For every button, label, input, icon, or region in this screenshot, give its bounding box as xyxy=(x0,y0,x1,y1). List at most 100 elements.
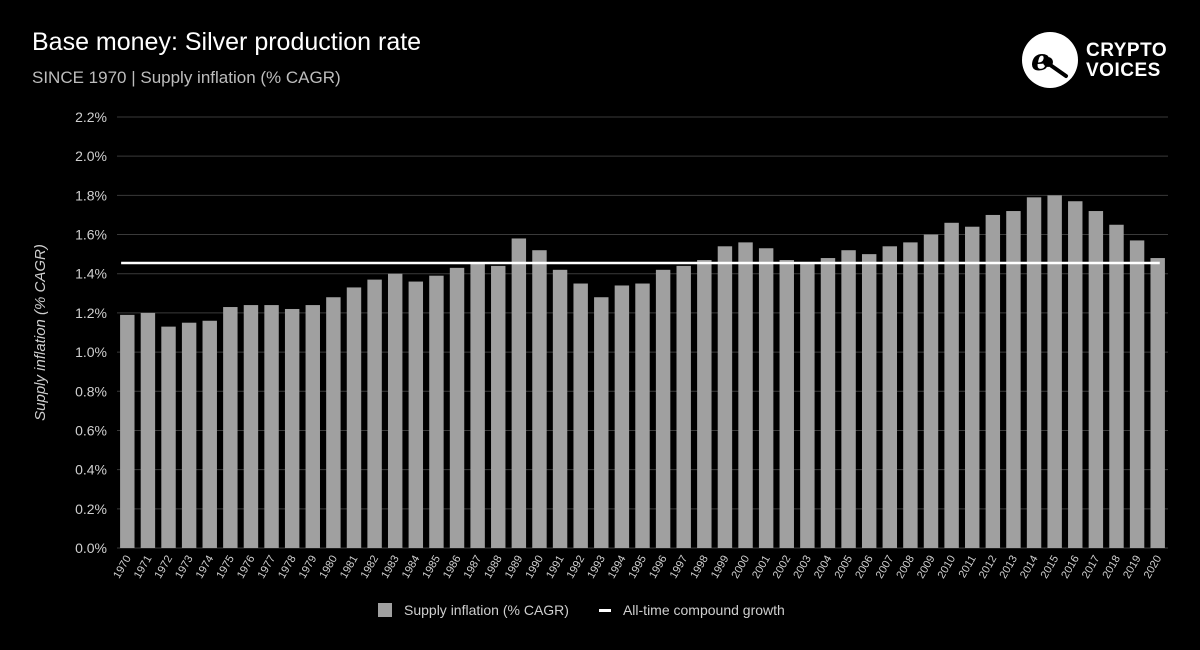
crypto-voices-logo-icon: e xyxy=(1022,32,1078,88)
x-tick-label: 1995 xyxy=(626,554,649,581)
bar xyxy=(552,269,568,548)
bar xyxy=(346,287,362,548)
bar xyxy=(284,308,300,548)
bar xyxy=(944,222,959,549)
legend-swatch-line xyxy=(598,608,611,612)
bar xyxy=(1068,201,1083,548)
x-tick-label: 1983 xyxy=(379,554,402,581)
x-tick-label: 1980 xyxy=(317,554,340,581)
logo-text-line2: VOICES xyxy=(1086,60,1161,81)
x-tick-label: 2010 xyxy=(936,554,959,581)
y-tick-label: 0.0% xyxy=(75,540,107,556)
x-tick-label: 1987 xyxy=(462,554,485,581)
legend-label-line-series: All-time compound growth xyxy=(622,602,785,618)
x-tick-label: 1998 xyxy=(688,554,711,581)
bar xyxy=(1026,197,1042,548)
x-tick-label: 2007 xyxy=(874,554,897,581)
bar xyxy=(1150,258,1165,548)
x-tick-label: 2006 xyxy=(853,554,876,581)
legend-label-bar-series: Supply inflation (% CAGR) xyxy=(404,602,569,618)
bar xyxy=(923,234,939,548)
bar xyxy=(697,260,712,548)
y-tick-label: 0.2% xyxy=(75,501,107,517)
svg-text:e: e xyxy=(1031,43,1050,78)
bar xyxy=(161,326,176,548)
bar xyxy=(491,265,506,548)
x-tick-label: 2018 xyxy=(1100,554,1123,581)
x-tick-label: 1986 xyxy=(441,554,464,581)
x-tick-label: 2016 xyxy=(1059,554,1082,581)
x-tick-label: 1997 xyxy=(668,554,691,581)
x-tick-label: 1989 xyxy=(503,554,526,581)
x-tick-label: 2003 xyxy=(791,554,814,581)
x-tick-label: 2020 xyxy=(1142,554,1165,581)
y-tick-label: 1.0% xyxy=(75,344,107,360)
x-tick-label: 1978 xyxy=(276,554,299,581)
bar xyxy=(449,267,465,548)
x-tick-label: 1977 xyxy=(256,554,279,581)
x-tick-label: 2000 xyxy=(730,554,753,581)
bar xyxy=(779,260,794,548)
bar xyxy=(181,322,197,548)
bar xyxy=(614,285,630,548)
bar xyxy=(305,305,320,548)
bar xyxy=(1088,211,1104,548)
y-tick-label: 2.0% xyxy=(75,148,107,164)
y-tick-label: 1.2% xyxy=(75,305,107,321)
bar xyxy=(532,250,547,548)
bar xyxy=(882,246,898,549)
x-tick-label: 1992 xyxy=(565,554,588,581)
bar xyxy=(717,246,733,549)
y-tick-label: 1.4% xyxy=(75,266,107,282)
bar xyxy=(1047,195,1062,548)
bar xyxy=(511,238,527,549)
x-tick-label: 2015 xyxy=(1039,554,1062,581)
bar xyxy=(326,297,341,548)
x-tick-label: 1979 xyxy=(297,554,320,581)
x-tick-label: 1984 xyxy=(400,554,423,581)
bar xyxy=(738,242,753,548)
bar xyxy=(243,305,259,548)
bar xyxy=(387,273,403,548)
bar xyxy=(903,242,918,548)
x-tick-label: 1974 xyxy=(194,554,217,581)
bar xyxy=(861,254,877,549)
x-tick-label: 1981 xyxy=(338,554,361,581)
bar xyxy=(655,269,671,548)
y-tick-label: 0.6% xyxy=(75,422,107,438)
bar xyxy=(758,248,774,548)
x-tick-label: 1975 xyxy=(214,554,237,581)
bar xyxy=(140,312,156,548)
bar xyxy=(408,281,424,548)
x-tick-label: 1970 xyxy=(111,554,134,581)
x-tick-label: 2012 xyxy=(977,554,1000,581)
x-tick-label: 1982 xyxy=(359,554,382,581)
bar xyxy=(223,307,238,548)
bar xyxy=(470,263,485,548)
bar xyxy=(1129,240,1145,548)
bar xyxy=(965,226,980,548)
bar xyxy=(202,320,217,548)
x-tick-label: 1976 xyxy=(235,554,258,581)
x-tick-label: 1971 xyxy=(132,554,155,581)
x-tick-label: 2002 xyxy=(771,554,794,581)
y-tick-label: 1.8% xyxy=(75,187,107,203)
chart-legend: Supply inflation (% CAGR) All-time compo… xyxy=(378,600,785,620)
bar xyxy=(573,283,588,548)
legend-swatch-bar xyxy=(378,603,392,617)
logo-text-line1: CRYPTO xyxy=(1086,40,1168,61)
bar xyxy=(264,305,279,548)
x-tick-label: 1993 xyxy=(585,554,608,581)
x-tick-label: 2008 xyxy=(894,554,917,581)
x-tick-label: 2004 xyxy=(812,554,835,581)
x-tick-label: 2001 xyxy=(750,554,773,581)
bar xyxy=(367,279,382,548)
x-tick-label: 1973 xyxy=(173,554,196,581)
y-tick-label: 1.6% xyxy=(75,227,107,243)
x-tick-label: 2014 xyxy=(1018,554,1041,581)
bar xyxy=(841,250,856,548)
bar xyxy=(800,261,815,548)
bar xyxy=(676,265,691,548)
